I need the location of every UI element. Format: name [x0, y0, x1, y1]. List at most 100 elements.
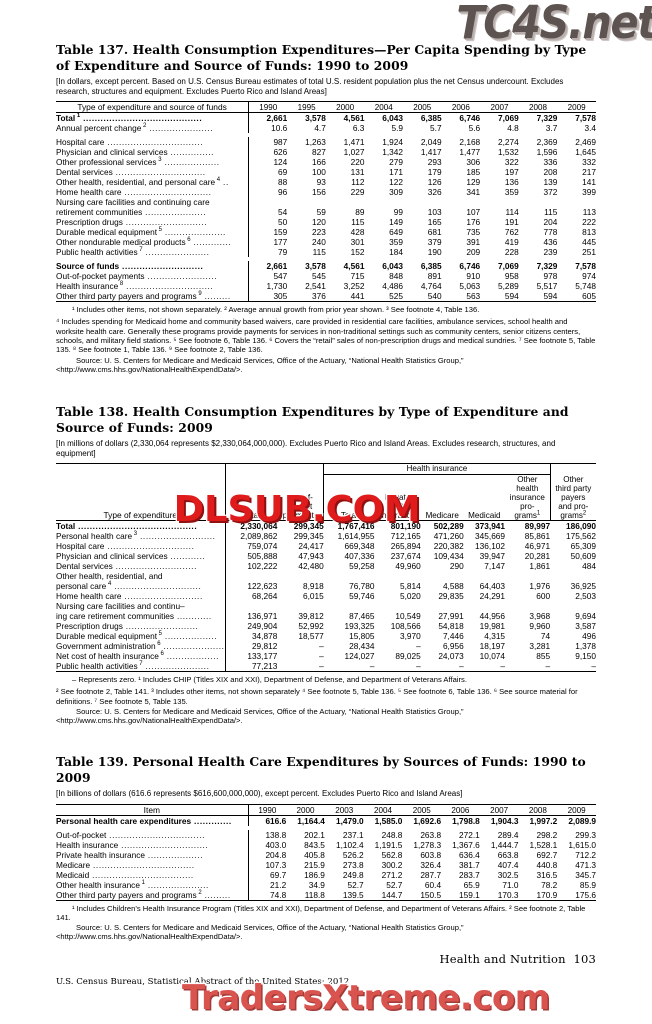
cell-value: 34,878 — [224, 631, 278, 642]
row-label: Source of funds ........................… — [56, 261, 204, 272]
cell-value: 6.3 — [352, 123, 365, 134]
cell-value: 74.8 — [247, 889, 287, 901]
table-138-footnote-2: ² See footnote 2, Table 141. ³ Includes … — [56, 687, 578, 706]
table-row: Out-of-pocket ..........................… — [56, 829, 596, 840]
cell-value: 626 — [248, 147, 288, 158]
cell-value: 170.3 — [497, 889, 519, 900]
cell-value: 2,274 — [497, 137, 519, 148]
cell-value: 403.0 — [247, 839, 287, 850]
cell-value: 136 — [504, 177, 519, 188]
cell-value: – — [416, 661, 421, 672]
table-137-col-1990: 1990 — [248, 101, 288, 114]
cell-value: 7,578 — [575, 261, 596, 272]
cell-value: – — [459, 661, 464, 672]
cell-value: 4,561 — [343, 261, 365, 272]
table-139-col-2000: 2000 — [286, 804, 325, 816]
table-139-stub-header: Item — [56, 804, 249, 816]
cell-value: 299,345 — [293, 521, 324, 532]
cell-value: 1,615.0 — [568, 839, 596, 850]
cell-value: 171 — [389, 167, 404, 178]
cell-value: 220 — [350, 157, 365, 168]
row-label: Nursing care facilities and continuing c… — [56, 197, 210, 208]
cell-value: 1,342 — [382, 147, 404, 158]
table-138-col-out-of-pocket: Out-of-pocket payments — [282, 493, 318, 521]
table-137-block: Table 137. Health Consumption Expenditur… — [56, 42, 596, 374]
leader-dots: ............. — [191, 815, 232, 826]
cell-value: 441 — [350, 291, 365, 302]
cell-value: 10,549 — [395, 611, 421, 622]
cell-value: 4,486 — [382, 281, 404, 292]
leader-dots: ..................... — [160, 641, 225, 652]
cell-value: 99 — [393, 207, 404, 218]
leader-dots: ................... — [161, 157, 220, 168]
cell-value: 177 — [248, 237, 288, 248]
cell-value: 50,609 — [570, 551, 596, 562]
table-137-col-2008: 2008 — [518, 101, 558, 114]
cell-value: 5.7 — [430, 123, 442, 134]
cell-value: 71.0 — [502, 879, 519, 890]
cell-value: 290 — [449, 561, 464, 572]
cell-value: 1,528.1 — [529, 839, 558, 850]
row-label: Nursing care facilities and continu– — [56, 601, 185, 612]
cell-value: 3,578 — [305, 113, 326, 124]
table-row: Hospital care ..........................… — [56, 137, 596, 148]
table-138-col-other-third-party: Other third party payers and pro- grams2 — [549, 463, 596, 521]
cell-value: 298.2 — [536, 829, 558, 840]
table-row: Other health, residential, and — [56, 571, 596, 582]
cell-value: 471.3 — [575, 859, 596, 870]
table-137-col-2007: 2007 — [480, 101, 519, 114]
cell-value: 28,434 — [349, 641, 375, 652]
leader-dots: ............................ — [112, 561, 197, 572]
cell-value: 373,941 — [475, 521, 506, 532]
table-139-col-2004: 2004 — [363, 804, 403, 816]
cell-value: 301 — [350, 237, 365, 248]
cell-value: 974 — [582, 271, 596, 282]
cell-value: 156 — [312, 187, 326, 198]
cell-value: 5.6 — [468, 123, 481, 134]
row-label: Other third party payers and programs 9 … — [56, 291, 231, 302]
leader-dots: ..................... — [162, 227, 226, 238]
cell-value: 186.9 — [304, 869, 325, 880]
table-row: Medicare ...............................… — [56, 859, 596, 870]
cell-value: 89 — [355, 207, 365, 218]
cell-value: 669,348 — [344, 541, 375, 552]
cell-value: 1,367.6 — [452, 839, 480, 850]
cell-value: 605 — [582, 291, 596, 302]
row-label: Other professional services 3 ..........… — [56, 157, 220, 168]
cell-value: 279 — [389, 157, 404, 168]
cell-value: 1,378 — [575, 641, 596, 652]
cell-value: 59,746 — [349, 591, 375, 602]
cell-value: 545 — [312, 271, 326, 282]
cell-value: 124,027 — [344, 651, 375, 662]
cell-value: 239 — [543, 247, 558, 258]
cell-value: 85.9 — [579, 879, 596, 890]
cell-value: 563 — [466, 291, 481, 302]
cell-value: 1,479.0 — [335, 815, 364, 826]
cell-value: 6,043 — [382, 113, 404, 124]
table-137-stub-header: Type of expenditure and source of funds — [56, 101, 249, 114]
cell-value: 204 — [543, 217, 558, 228]
leader-dots: ............................ — [119, 261, 204, 272]
cell-value: 293 — [427, 157, 442, 168]
cell-value: 78.2 — [541, 879, 558, 890]
cell-value: 910 — [466, 271, 481, 282]
cell-value: 59,258 — [349, 561, 375, 572]
table-139-col-2006: 2006 — [441, 804, 480, 816]
cell-value: 2,541 — [305, 281, 326, 292]
cell-value: 2,089.9 — [568, 815, 596, 826]
document-page: Table 137. Health Consumption Expenditur… — [56, 0, 596, 1024]
cell-value: 79 — [248, 247, 288, 258]
leader-dots: ...................... — [146, 123, 214, 134]
cell-value: 5,814 — [399, 581, 421, 592]
cell-value: 159.1 — [459, 889, 480, 900]
table-row: Total ..................................… — [56, 521, 596, 532]
cell-value: 176 — [466, 217, 481, 228]
cell-value: 594 — [504, 291, 519, 302]
cell-value: 3,587 — [575, 621, 596, 632]
leader-dots: ............ — [167, 551, 206, 562]
cell-value: 1,444.7 — [490, 839, 519, 850]
row-label: Prescription drugs .....................… — [56, 621, 199, 632]
leader-dots: ................... — [145, 849, 204, 860]
cell-value: 1,477 — [459, 147, 481, 158]
row-label: Government administration 6 ............… — [56, 641, 225, 652]
